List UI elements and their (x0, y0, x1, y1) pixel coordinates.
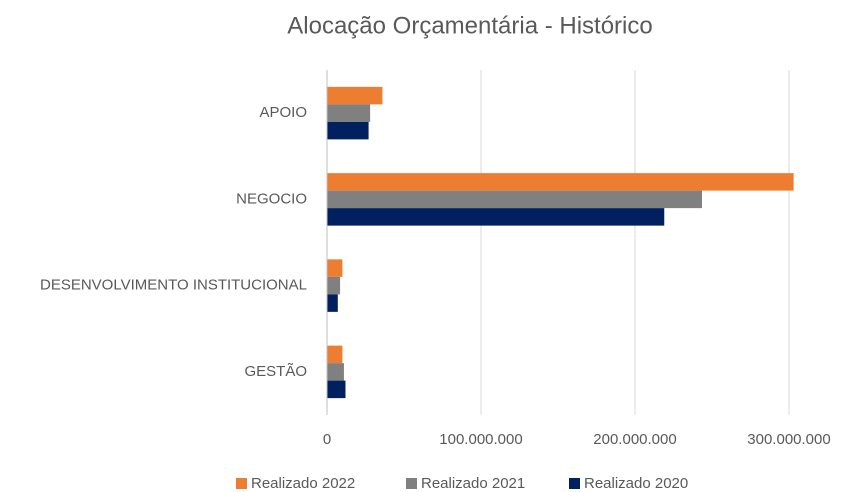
bar (327, 276, 341, 295)
legend-swatch (406, 478, 417, 489)
bar (327, 121, 369, 140)
bar (327, 104, 371, 122)
y-tick-label: NEGOCIO (236, 190, 307, 207)
bar (327, 259, 343, 277)
x-tick-label: 300.000.000 (747, 431, 830, 448)
bar (327, 86, 383, 105)
x-tick-label: 100.000.000 (439, 431, 522, 448)
legend-label: Realizado 2021 (421, 475, 525, 492)
x-tick-label: 200.000.000 (593, 431, 676, 448)
bar (327, 294, 338, 312)
bar (327, 190, 702, 209)
bar (327, 363, 344, 381)
legend-label: Realizado 2020 (584, 475, 688, 492)
bar (327, 173, 794, 191)
bar (327, 345, 343, 364)
bar (327, 380, 346, 399)
legend-label: Realizado 2022 (251, 475, 355, 492)
x-tick-label: 0 (323, 431, 331, 448)
y-tick-label: GESTÃO (244, 363, 307, 380)
bar (327, 208, 665, 226)
legend-swatch (236, 478, 247, 489)
legend-swatch (569, 478, 580, 489)
chart-title: Alocação Orçamentária - Histórico (287, 12, 652, 39)
y-tick-label: DESENVOLVIMENTO INSTITUCIONAL (40, 277, 307, 294)
y-tick-label: APOIO (259, 104, 307, 121)
